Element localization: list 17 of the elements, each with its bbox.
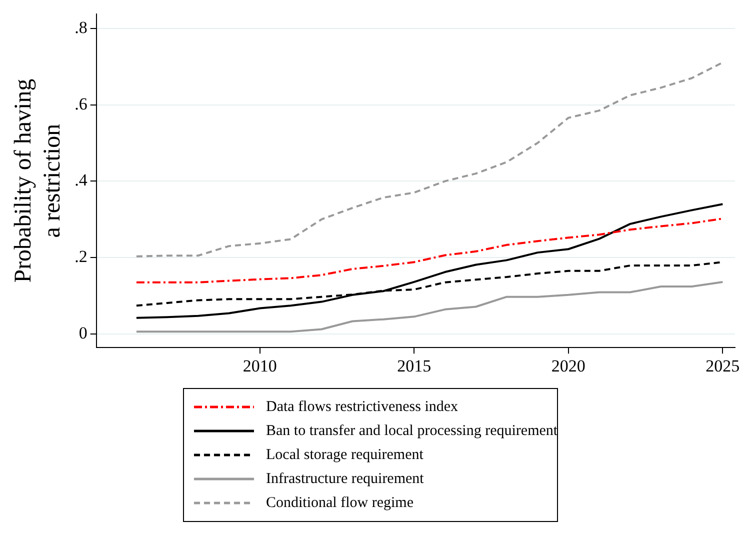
legend-label: Conditional flow regime [266, 494, 414, 512]
legend-label: Data flows restrictiveness index [266, 398, 458, 416]
x-tick-label: 2015 [397, 356, 432, 376]
y-axis-title: Probability of having a restriction [10, 78, 66, 283]
y-tick-label: .4 [74, 170, 88, 190]
y-tick-label: .2 [74, 246, 88, 266]
x-tick-label: 2025 [706, 356, 740, 376]
y-tick-label: 0 [78, 323, 88, 342]
line-series [135, 61, 724, 258]
x-tick-label: 2020 [551, 356, 586, 376]
x-tick-label: 2010 [242, 356, 277, 376]
legend-label: Infrastructure requirement [266, 470, 424, 488]
y-tick-label: .6 [74, 94, 88, 114]
legend-label: Local storage requirement [266, 446, 424, 464]
legend-label: Ban to transfer and local processing requirement [266, 422, 558, 440]
line-series [135, 218, 724, 284]
y-tick-label: .8 [74, 18, 88, 37]
